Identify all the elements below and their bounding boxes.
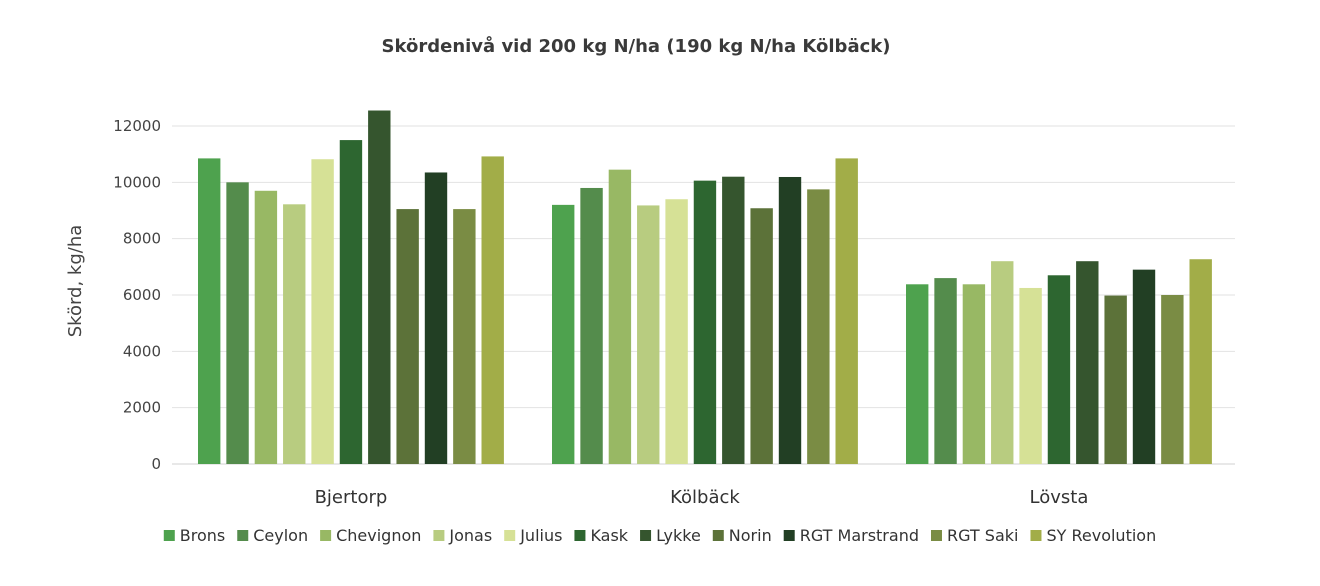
legend-swatch [712,530,724,541]
bar-kolback-julius [665,199,688,464]
legend-item-rgt-marstrand: RGT Marstrand [783,526,919,545]
bar-bjertorp-ceylon [226,182,249,465]
legend-item-julius: Julius [504,526,562,545]
bars [198,110,1212,465]
bar-bjertorp-rgt-marstrand [424,172,448,464]
bar-kolback-rgt-marstrand [778,176,802,464]
legend-item-kask: Kask [574,526,629,545]
legend-item-chevignon: Chevignon [320,526,421,545]
legend-swatch [237,530,249,541]
legend-item-rgt-saki: RGT Saki [930,526,1018,545]
legend-item-norin: Norin [712,526,772,545]
legend-swatch [1030,530,1042,541]
y-tick-label-4000: 4000 [123,342,161,360]
bar-bjertorp-julius [311,159,334,464]
bar-lovsta-julius [1019,287,1042,464]
bar-lovsta-chevignon [962,284,986,464]
legend-item-ceylon: Ceylon [237,526,308,545]
legend-label: RGT Marstrand [800,526,919,545]
bar-lovsta-rgt-saki [1161,295,1184,464]
legend-label: Norin [729,526,772,545]
bar-kolback-norin [750,208,773,464]
bar-kolback-rgt-saki [807,189,830,464]
legend-swatch [930,530,942,541]
bar-kolback-jonas [637,205,660,464]
bar-kolback-chevignon [608,169,632,465]
legend-swatch [574,530,586,541]
y-axis-ticks: 0 2000 4000 6000 8000 10000 12000 [113,117,161,473]
y-axis-label: Skörd, kg/ha [65,225,86,338]
legend-label: Brons [180,526,225,545]
legend-item-brons: Brons [163,526,225,545]
legend-swatch [783,530,795,541]
legend-swatch [320,530,332,541]
x-axis-ticks: Bjertorp Kölbäck Lövsta [315,487,1089,508]
bar-lovsta-lykke [1076,261,1099,464]
bar-bjertorp-chevignon [254,190,278,465]
bar-kolback-sy-revolution [835,158,858,464]
legend-label: Chevignon [336,526,421,545]
bar-lovsta-rgt-marstrand [1132,269,1156,464]
bar-bjertorp-sy-revolution [481,156,504,465]
bar-lovsta-sy-revolution [1189,259,1212,464]
bar-kolback-brons [552,204,575,464]
x-tick-label-0: Bjertorp [315,487,388,508]
y-tick-label-0: 0 [151,455,161,473]
legend-item-sy-revolution: SY Revolution [1030,526,1156,545]
bar-bjertorp-norin [396,209,419,464]
bar-kolback-ceylon [580,187,603,464]
bar-lovsta-ceylon [934,278,957,464]
bar-bjertorp-jonas [283,204,306,464]
bar-bjertorp-rgt-saki [453,209,476,464]
legend-label: SY Revolution [1046,526,1156,545]
x-tick-label-1: Kölbäck [670,487,740,508]
legend-label: Lykke [656,526,701,545]
y-tick-label-8000: 8000 [123,230,161,248]
bar-kolback-kask [693,180,717,465]
legend-label: Kask [590,526,628,545]
bar-lovsta-brons [906,284,929,464]
legend-label: Julius [519,526,562,545]
y-tick-label-12000: 12000 [113,117,161,135]
bar-bjertorp-brons [198,158,221,464]
bar-bjertorp-kask [339,140,363,465]
legend-label: Jonas [448,526,492,545]
legend-swatch [433,530,445,541]
legend-item-jonas: Jonas [433,526,492,545]
bar-lovsta-kask [1047,275,1071,464]
bar-lovsta-jonas [991,261,1014,464]
legend-swatch [504,530,516,541]
legend-swatch [163,530,175,541]
bar-bjertorp-lykke [368,110,391,464]
legend-label: Ceylon [253,526,308,545]
chart-title: Skördenivå vid 200 kg N/ha (190 kg N/ha … [382,35,891,57]
bar-kolback-lykke [722,176,745,464]
legend: Brons Ceylon Chevignon Jonas Julius Kask Lykke… [163,526,1156,545]
y-tick-label-2000: 2000 [123,399,161,417]
legend-item-lykke: Lykke [640,526,701,545]
y-tick-label-6000: 6000 [123,286,161,304]
legend-label: RGT Saki [947,526,1018,545]
y-tick-label-10000: 10000 [113,173,161,191]
legend-swatch [640,530,652,541]
bar-lovsta-norin [1104,295,1127,464]
x-tick-label-2: Lövsta [1030,487,1089,508]
